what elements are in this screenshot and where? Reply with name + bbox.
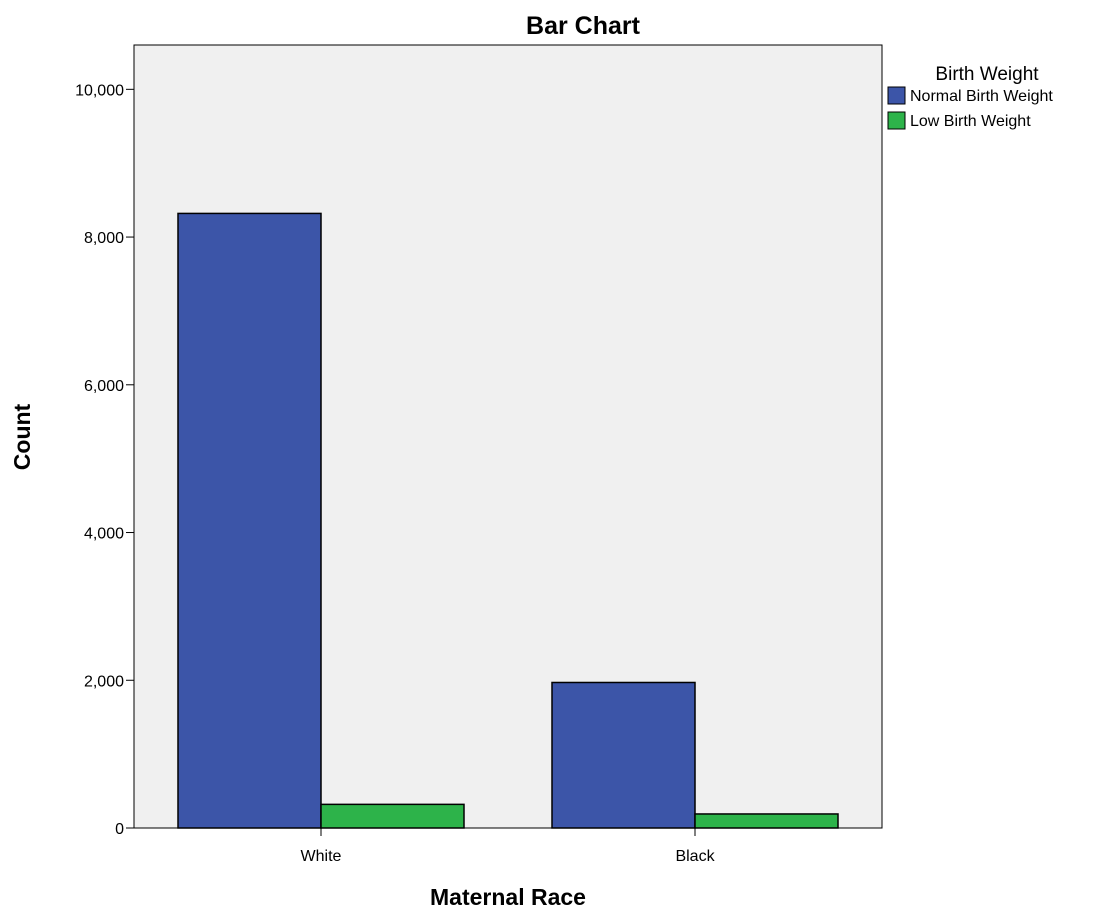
x-axis: White Black	[301, 828, 716, 865]
legend-swatch	[887, 86, 906, 105]
x-tick-label: Black	[675, 848, 715, 865]
bar-normal-birth-weight-white	[177, 212, 322, 829]
y-axis: 0 2,000 4,000 6,000 8,000 10,000	[75, 82, 134, 838]
y-tick-label: 6,000	[84, 378, 124, 395]
chart-title: Bar Chart	[526, 12, 641, 40]
y-tick-label: 0	[115, 821, 124, 838]
bar-low-birth-weight-black	[694, 813, 839, 829]
y-tick-label: 8,000	[84, 230, 124, 247]
y-axis-title: Count	[9, 403, 35, 470]
y-tick-label: 10,000	[75, 82, 124, 99]
x-tick-label: White	[301, 848, 342, 865]
y-tick-label: 2,000	[84, 673, 124, 690]
legend-swatch	[887, 111, 906, 130]
legend-label: Low Birth Weight	[910, 113, 1031, 130]
bar-low-birth-weight-white	[320, 803, 465, 829]
legend-title: Birth Weight	[935, 64, 1039, 85]
legend: Birth Weight Normal Birth Weight Low Birt…	[887, 64, 1053, 130]
legend-label: Normal Birth Weight	[910, 88, 1053, 105]
bar-normal-birth-weight-black	[551, 681, 696, 829]
y-tick-label: 4,000	[84, 526, 124, 543]
bars-group	[177, 212, 839, 829]
x-axis-title: Maternal Race	[430, 884, 586, 910]
